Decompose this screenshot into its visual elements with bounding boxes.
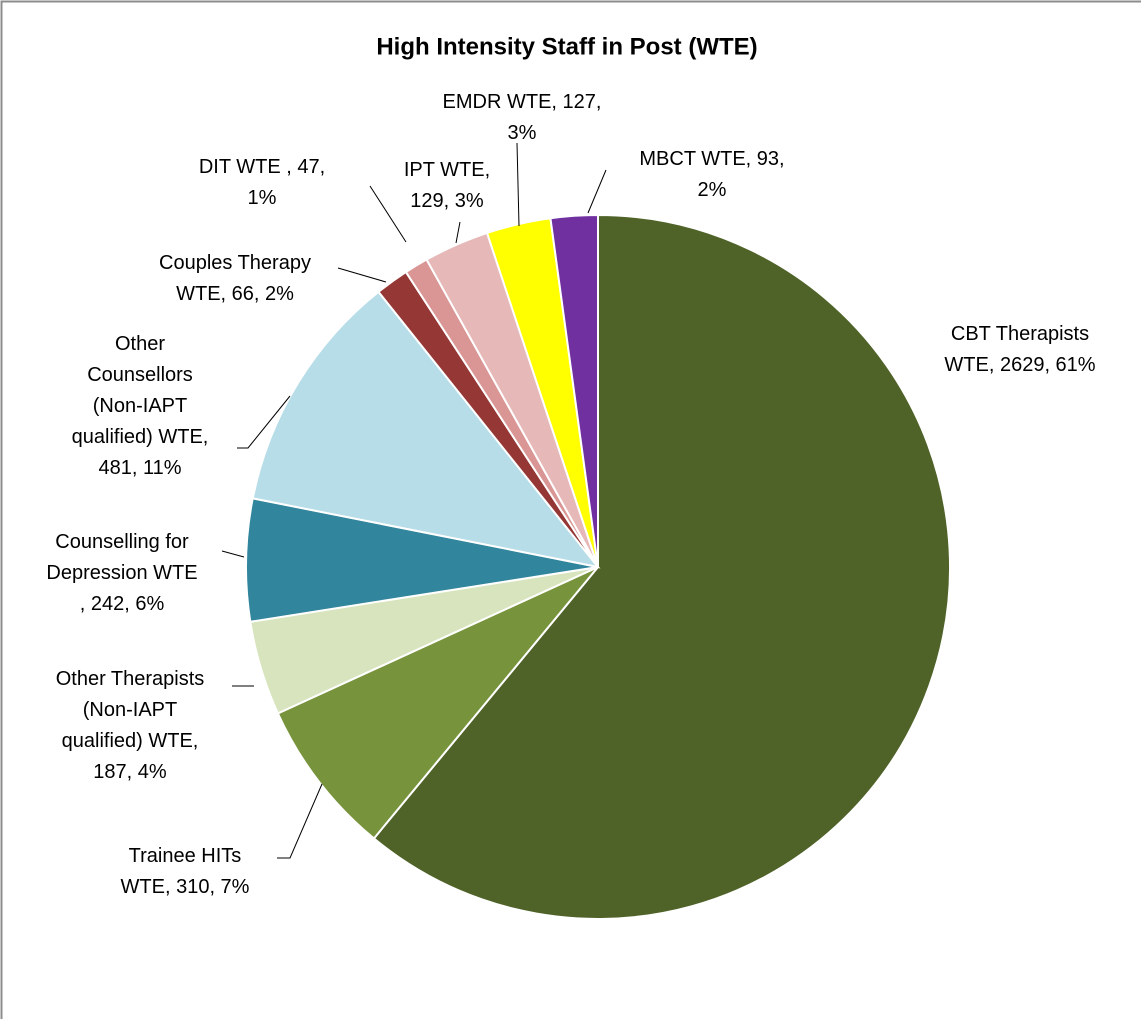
pie-slice [549,213,599,568]
data-label: Other Counsellors (Non-IAPT qualified) WTE,… [72,333,209,479]
data-label: IPT WTE, 129, 3%IPT WTE [404,159,490,212]
chart-title: High Intensity Staff in Post (WTE) [376,33,757,60]
leader-line [369,185,407,243]
leader-line [221,550,245,558]
leader-line [337,267,387,283]
data-label: EMDR WTE, 127, 3%EMDR WTE [443,91,602,144]
leader-line [277,783,323,859]
leader-line [587,169,607,214]
leader-line [516,142,520,227]
data-label: Couples Therapy WTE, 66, 2%Couples Therap… [159,252,311,305]
leader-line [455,221,461,244]
data-label: Trainee HITs WTE, 310, 7%Trainee HITs WTE [121,845,250,898]
pie-slice [276,566,599,840]
data-label: MBCT WTE, 93, 2%MBCT WTE [639,148,784,201]
data-label: CBT Therapists WTE, 2629, 61%CBT Therapis… [944,323,1095,376]
pie [245,213,951,920]
pie-slice [251,290,601,569]
leader-line [237,395,291,449]
pie-slice [372,213,951,920]
data-label: Other Therapists (Non-IAPT qualified) WTE,… [56,668,205,783]
data-label: DIT WTE , 47, 1%DIT WTE [199,156,325,209]
data-label: Counselling for Depression WTE, 242, 6%Co… [46,531,197,615]
